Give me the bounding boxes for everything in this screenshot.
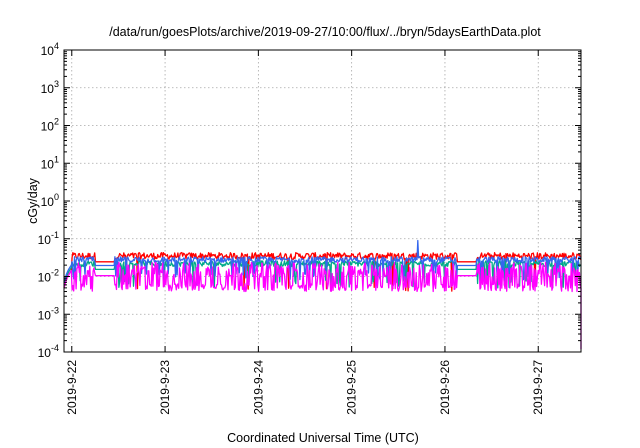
y-tick-label: 10-2 bbox=[38, 268, 59, 285]
y-tick-label: 101 bbox=[41, 154, 59, 171]
series-line bbox=[63, 239, 582, 283]
y-axis-label: cGy/day bbox=[26, 177, 40, 224]
y-tick-label: 10-1 bbox=[38, 230, 59, 247]
plot-frame bbox=[63, 49, 582, 353]
y-tick-label: 10-4 bbox=[38, 343, 59, 360]
y-tick-label: 10-3 bbox=[38, 305, 59, 322]
y-tick-label: 102 bbox=[41, 117, 59, 134]
x-tick-label: 2019-9-26 bbox=[438, 360, 452, 415]
y-tick-label: 100 bbox=[41, 192, 59, 209]
x-tick-label: 2019-9-22 bbox=[65, 360, 79, 415]
series-line bbox=[63, 261, 582, 349]
ticks bbox=[64, 49, 581, 353]
y-tick-label: 103 bbox=[41, 79, 59, 96]
y-tick-label: 104 bbox=[41, 41, 59, 58]
x-axis-label: Coordinated Universal Time (UTC) bbox=[227, 431, 419, 445]
x-tick-label: 2019-9-27 bbox=[531, 360, 545, 415]
x-tick-label: 2019-9-23 bbox=[158, 360, 172, 415]
series-lines bbox=[63, 239, 582, 349]
x-tick-label: 2019-9-24 bbox=[251, 360, 265, 415]
x-tick-label: 2019-9-25 bbox=[345, 360, 359, 415]
tick-labels: 10-4 10-3 10-2 10-1 100 101 102 103 104 2019-9-22… bbox=[38, 41, 546, 415]
chart-title: /data/run/goesPlots/archive/2019-09-27/1… bbox=[109, 25, 541, 39]
grid bbox=[64, 50, 581, 352]
